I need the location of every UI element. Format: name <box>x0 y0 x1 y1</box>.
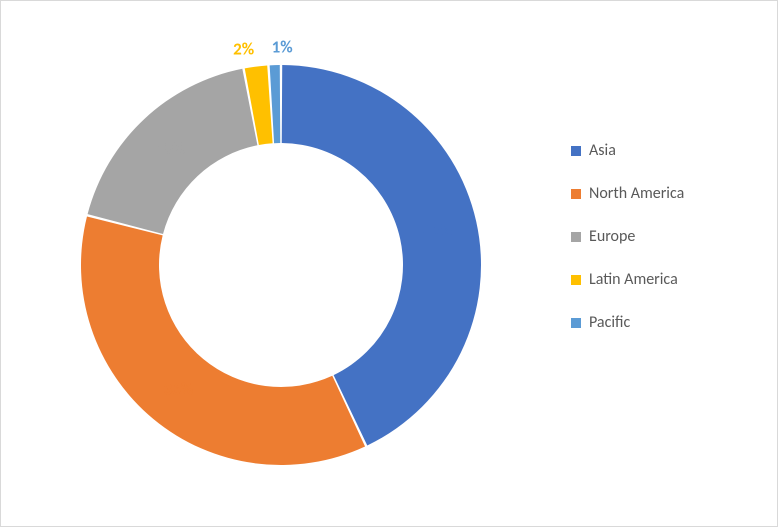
slice-label-latin-america: 2% <box>233 38 254 59</box>
legend-label: Europe <box>589 227 635 246</box>
chart-frame: 43% 36% 18% 2% 1% Asia North America Europe Lat… <box>0 0 778 527</box>
legend-label: North America <box>589 184 684 203</box>
legend-item-pacific: Pacific <box>571 313 684 332</box>
legend-swatch <box>571 318 581 328</box>
legend-swatch <box>571 189 581 199</box>
legend-item-latin-america: Latin America <box>571 270 684 289</box>
donut-chart: 43% 36% 18% 2% 1% <box>41 25 521 505</box>
slice-label-pacific: 1% <box>272 37 293 58</box>
legend-swatch <box>571 146 581 156</box>
legend-item-asia: Asia <box>571 141 684 160</box>
legend-swatch <box>571 275 581 285</box>
legend-label: Pacific <box>589 313 630 332</box>
legend-item-europe: Europe <box>571 227 684 246</box>
legend: Asia North America Europe Latin America Paci… <box>571 141 684 332</box>
legend-item-north-america: North America <box>571 184 684 203</box>
legend-swatch <box>571 232 581 242</box>
slice-label-europe: 18% <box>156 137 186 158</box>
slice-north-america <box>81 216 365 465</box>
legend-label: Latin America <box>589 270 678 289</box>
slice-label-asia: 43% <box>423 219 453 240</box>
slice-label-north-america: 36% <box>164 379 194 400</box>
legend-label: Asia <box>589 141 616 160</box>
donut-svg <box>41 25 521 505</box>
